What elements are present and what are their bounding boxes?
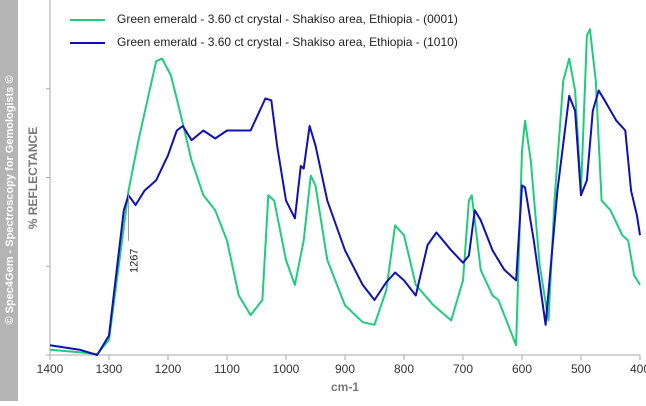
x-tick-label: 1200 (155, 362, 182, 376)
series-line (49, 89, 641, 356)
x-tick-label: 600 (512, 362, 532, 376)
legend-label: Green emerald - 3.60 ct crystal - Shakis… (117, 12, 458, 26)
x-tick-label: 400 (630, 362, 646, 376)
x-tick-label: 900 (335, 362, 355, 376)
side-note: © Spec4Gem - Spectroscopy for Gemologist… (4, 75, 16, 324)
x-tick-label: 1000 (273, 362, 300, 376)
series-line (49, 28, 641, 356)
legend-label: Green emerald - 3.60 ct crystal - Shakis… (117, 35, 458, 49)
x-axis-label: cm-1 (331, 380, 359, 394)
side-strip (0, 0, 18, 401)
x-tick-label: 700 (453, 362, 473, 376)
x-tick-label: 800 (394, 362, 414, 376)
x-tick-label: 1400 (37, 362, 64, 376)
x-tick-label: 500 (571, 362, 591, 376)
x-tick-label: 1300 (96, 362, 123, 376)
x-tick-label: 1100 (214, 362, 240, 376)
annotation-label: 1267 (128, 249, 140, 273)
y-axis-label: % REFLECTANCE (26, 127, 40, 229)
